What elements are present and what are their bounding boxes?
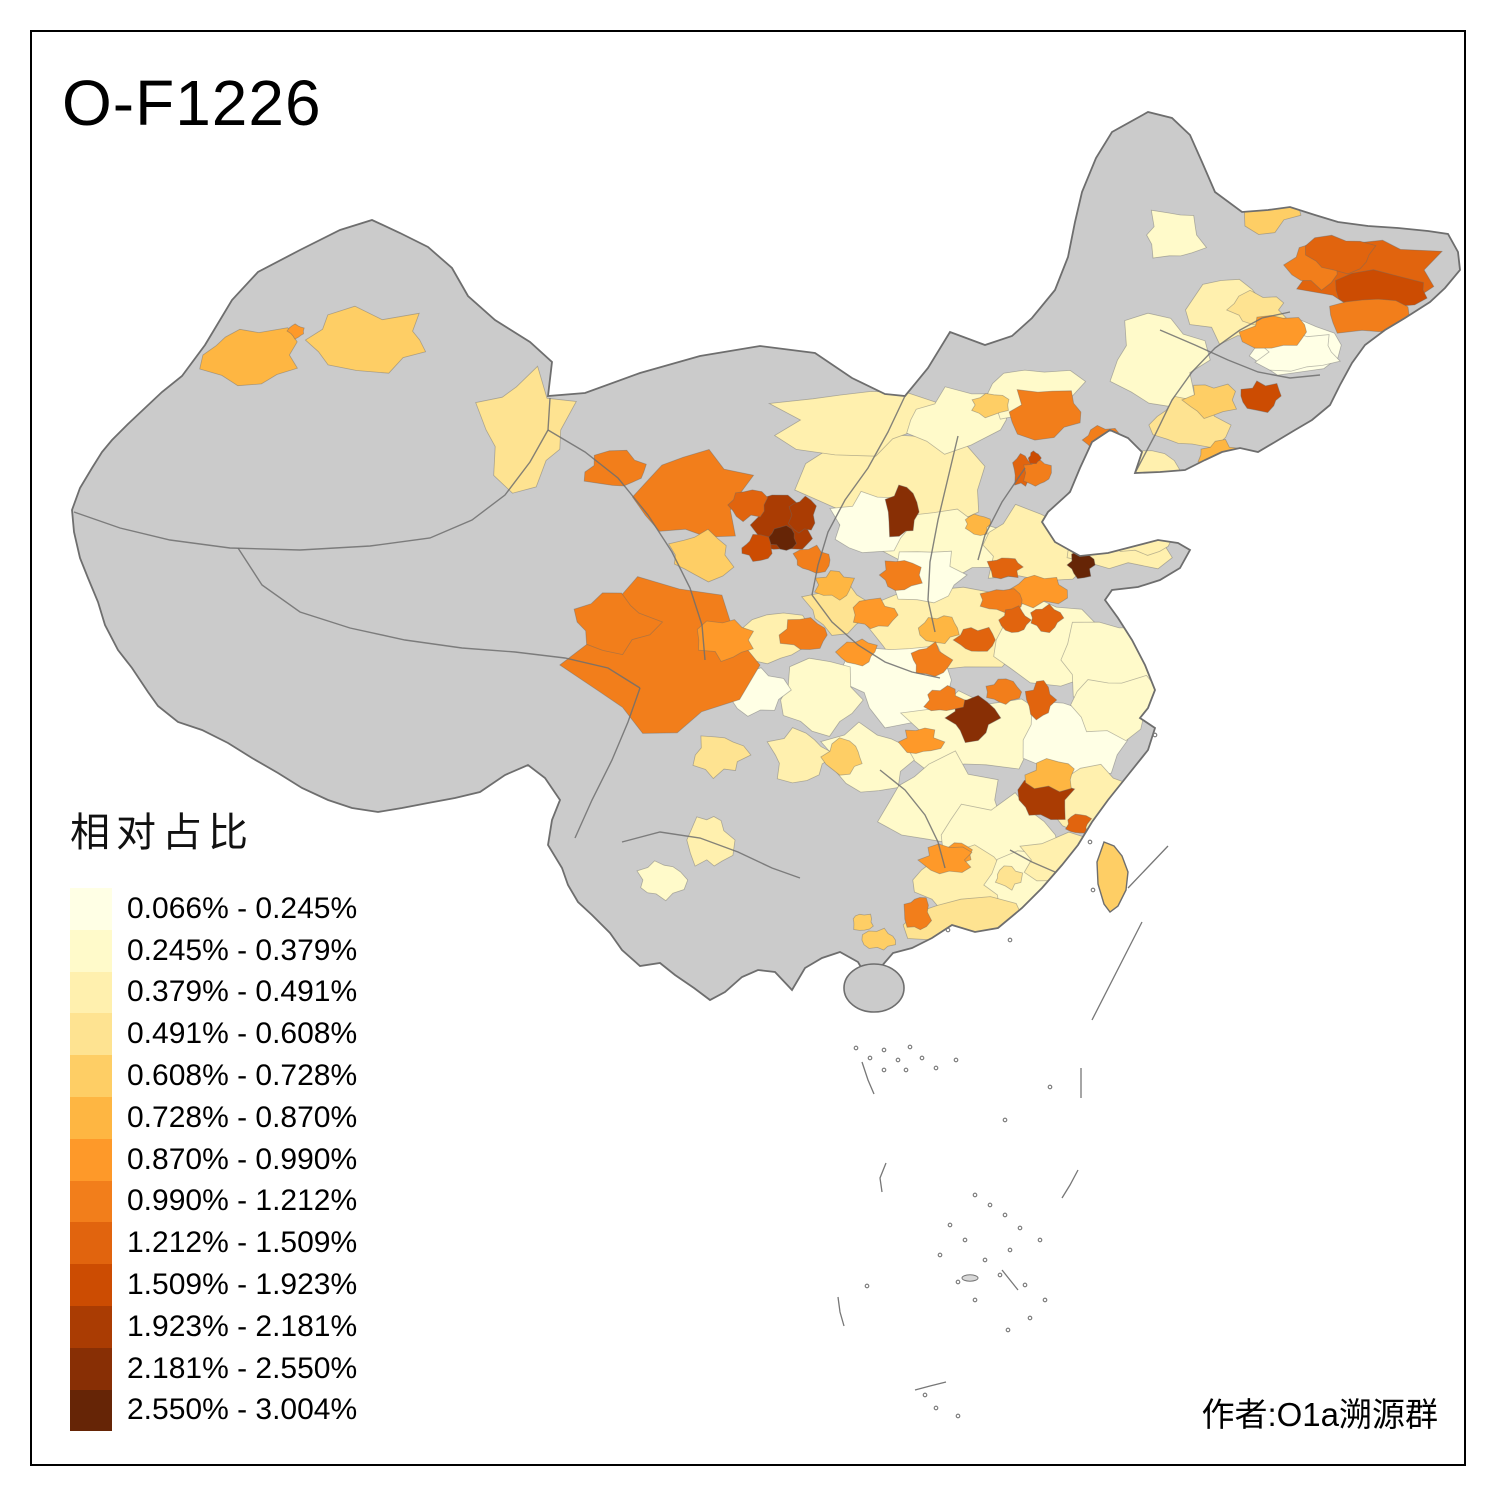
legend-label: 0.245% - 0.379% bbox=[127, 933, 358, 967]
legend: 相对占比 0.066% - 0.245% 0.245% - 0.379% 0.379… bbox=[70, 800, 358, 1432]
legend-row: 0.491% - 0.608% bbox=[70, 1013, 358, 1056]
legend-swatch bbox=[70, 1347, 112, 1390]
legend-swatch bbox=[70, 1222, 112, 1265]
legend-label: 1.212% - 1.509% bbox=[127, 1226, 358, 1260]
legend-label: 1.509% - 1.923% bbox=[127, 1268, 358, 1302]
legend-label: 0.728% - 0.870% bbox=[127, 1100, 358, 1134]
legend-label: 0.990% - 1.212% bbox=[127, 1184, 358, 1218]
legend-swatch bbox=[70, 1180, 112, 1223]
legend-row: 1.212% - 1.509% bbox=[70, 1222, 358, 1265]
legend-label: 1.923% - 2.181% bbox=[127, 1309, 358, 1343]
legend-label: 0.870% - 0.990% bbox=[127, 1142, 358, 1176]
legend-row: 0.608% - 0.728% bbox=[70, 1055, 357, 1097]
legend-swatch bbox=[70, 1264, 112, 1306]
legend-swatch bbox=[70, 1055, 112, 1097]
legend-swatch bbox=[70, 1138, 112, 1181]
legend-label: 0.608% - 0.728% bbox=[127, 1059, 358, 1093]
legend-rows: 0.066% - 0.245% 0.245% - 0.379% 0.379% - 0… bbox=[70, 888, 358, 1432]
legend-swatch bbox=[70, 1389, 112, 1432]
legend-label: 2.181% - 2.550% bbox=[127, 1351, 358, 1385]
legend-row: 2.181% - 2.550% bbox=[70, 1347, 358, 1390]
legend-label: 2.550% - 3.004% bbox=[127, 1393, 358, 1427]
legend-swatch bbox=[70, 971, 112, 1014]
legend-row: 0.990% - 1.212% bbox=[70, 1180, 358, 1223]
legend-label: 0.066% - 0.245% bbox=[127, 891, 358, 925]
legend-swatch bbox=[70, 1305, 112, 1348]
legend-swatch bbox=[70, 1096, 112, 1139]
legend-row: 1.923% - 2.181% bbox=[70, 1305, 358, 1348]
legend-swatch bbox=[70, 1013, 112, 1056]
legend-title: 相对占比 bbox=[70, 811, 254, 855]
legend-row: 0.066% - 0.245% bbox=[70, 888, 357, 930]
legend-swatch bbox=[70, 888, 112, 930]
legend-row: 0.379% - 0.491% bbox=[70, 971, 358, 1014]
legend-row: 0.245% - 0.379% bbox=[70, 929, 358, 972]
page-title: O-F1226 bbox=[62, 67, 322, 139]
legend-row: 0.728% - 0.870% bbox=[70, 1096, 358, 1139]
legend-label: 0.491% - 0.608% bbox=[127, 1017, 358, 1051]
legend-row: 2.550% - 3.004% bbox=[70, 1389, 358, 1432]
legend-row: 1.509% - 1.923% bbox=[70, 1264, 357, 1306]
legend-row: 0.870% - 0.990% bbox=[70, 1138, 358, 1181]
legend-label: 0.379% - 0.491% bbox=[127, 975, 358, 1009]
attribution: 作者:O1a溯源群 bbox=[1201, 1396, 1438, 1433]
legend-swatch bbox=[70, 929, 112, 972]
